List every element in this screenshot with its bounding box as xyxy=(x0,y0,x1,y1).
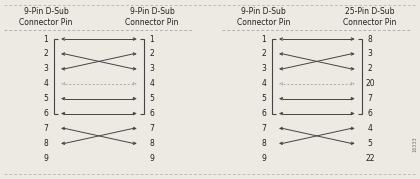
Text: 6: 6 xyxy=(261,109,266,118)
Text: 9: 9 xyxy=(43,154,48,163)
Text: 7: 7 xyxy=(150,124,155,133)
Text: 8: 8 xyxy=(150,139,155,148)
Text: 1: 1 xyxy=(150,35,155,43)
Text: 20: 20 xyxy=(365,79,375,88)
Text: 8: 8 xyxy=(261,139,266,148)
Text: 5: 5 xyxy=(368,139,373,148)
Text: 4: 4 xyxy=(368,124,373,133)
Text: 9: 9 xyxy=(261,154,266,163)
Text: 3: 3 xyxy=(261,64,266,73)
Text: 2: 2 xyxy=(368,64,372,73)
Text: 9: 9 xyxy=(150,154,155,163)
Text: 4: 4 xyxy=(261,79,266,88)
Text: 25-Pin D-Sub
Connector Pin: 25-Pin D-Sub Connector Pin xyxy=(343,7,396,27)
Text: 2: 2 xyxy=(150,49,155,58)
Text: 6: 6 xyxy=(43,109,48,118)
Text: 8: 8 xyxy=(44,139,48,148)
Text: 16333: 16333 xyxy=(413,137,418,152)
Text: 2: 2 xyxy=(261,49,266,58)
Text: 6: 6 xyxy=(150,109,155,118)
Text: 7: 7 xyxy=(261,124,266,133)
Text: 9-Pin D-Sub
Connector Pin: 9-Pin D-Sub Connector Pin xyxy=(19,7,73,27)
Text: 7: 7 xyxy=(43,124,48,133)
Text: 1: 1 xyxy=(261,35,266,43)
Text: 4: 4 xyxy=(43,79,48,88)
Text: 5: 5 xyxy=(261,94,266,103)
Text: 2: 2 xyxy=(44,49,48,58)
Text: 22: 22 xyxy=(365,154,375,163)
Text: 3: 3 xyxy=(43,64,48,73)
Text: 9-Pin D-Sub
Connector Pin: 9-Pin D-Sub Connector Pin xyxy=(237,7,291,27)
Text: 9-Pin D-Sub
Connector Pin: 9-Pin D-Sub Connector Pin xyxy=(125,7,178,27)
Text: 1: 1 xyxy=(44,35,48,43)
Text: 5: 5 xyxy=(150,94,155,103)
Text: 6: 6 xyxy=(368,109,373,118)
Text: 7: 7 xyxy=(368,94,373,103)
Text: 3: 3 xyxy=(150,64,155,73)
Text: 8: 8 xyxy=(368,35,372,43)
Text: 4: 4 xyxy=(150,79,155,88)
Text: 5: 5 xyxy=(43,94,48,103)
Text: 3: 3 xyxy=(368,49,373,58)
